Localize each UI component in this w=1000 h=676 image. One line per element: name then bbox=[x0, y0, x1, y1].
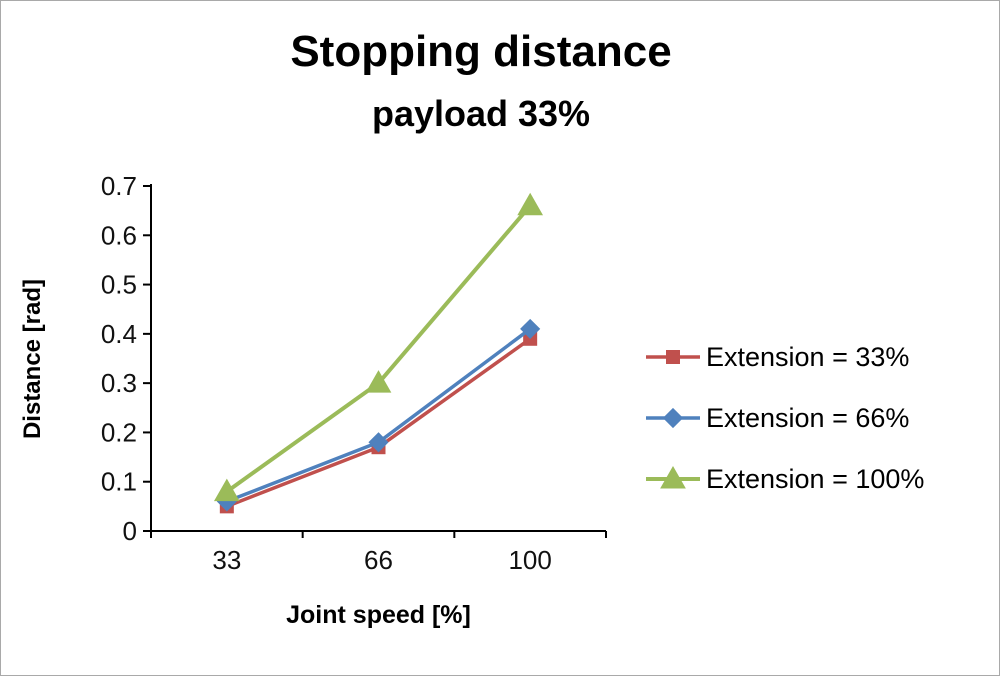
legend-swatch bbox=[646, 466, 700, 489]
legend-label: Extension = 66% bbox=[706, 402, 910, 433]
x-tick-label: 100 bbox=[508, 545, 551, 575]
y-tick-label: 0.7 bbox=[101, 171, 137, 201]
y-axis-label: Distance [rad] bbox=[19, 278, 46, 440]
y-tick-label: 0.3 bbox=[101, 368, 137, 398]
legend-swatch bbox=[646, 350, 700, 364]
legend-label: Extension = 100% bbox=[706, 463, 925, 494]
y-tick-label: 0.5 bbox=[101, 270, 137, 300]
y-tick-label: 0.6 bbox=[101, 220, 137, 250]
y-tick-label: 0 bbox=[123, 516, 137, 546]
triangle-marker bbox=[365, 370, 392, 393]
legend-item-2: Extension = 100% bbox=[646, 457, 924, 501]
chart-subtitle: payload 33% bbox=[371, 93, 591, 134]
diamond-marker bbox=[520, 318, 541, 340]
legend-item-1: Extension = 66% bbox=[646, 396, 924, 440]
triangle-marker bbox=[213, 478, 240, 502]
square-marker bbox=[666, 350, 680, 364]
legend-item-0: Extension = 33% bbox=[646, 335, 924, 379]
x-tick-label: 66 bbox=[364, 545, 393, 575]
x-tick-label: 33 bbox=[212, 545, 241, 575]
triangle-marker bbox=[517, 192, 544, 216]
chart-legend: Extension = 33% Extension = 66% Extension … bbox=[646, 335, 924, 501]
legend-label: Extension = 33% bbox=[706, 341, 910, 372]
y-tick-label: 0.4 bbox=[101, 319, 137, 349]
series-line-1 bbox=[225, 327, 532, 504]
x-axis-label: Joint speed [%] bbox=[286, 601, 471, 629]
y-tick-label: 0.1 bbox=[101, 467, 137, 497]
y-tick-label: 0.2 bbox=[101, 417, 137, 447]
triangle-marker bbox=[660, 466, 686, 489]
diamond-marker bbox=[368, 432, 389, 453]
diamond-marker bbox=[662, 407, 684, 429]
chart-title: Stopping distance bbox=[290, 27, 672, 76]
legend-swatch bbox=[646, 407, 700, 429]
